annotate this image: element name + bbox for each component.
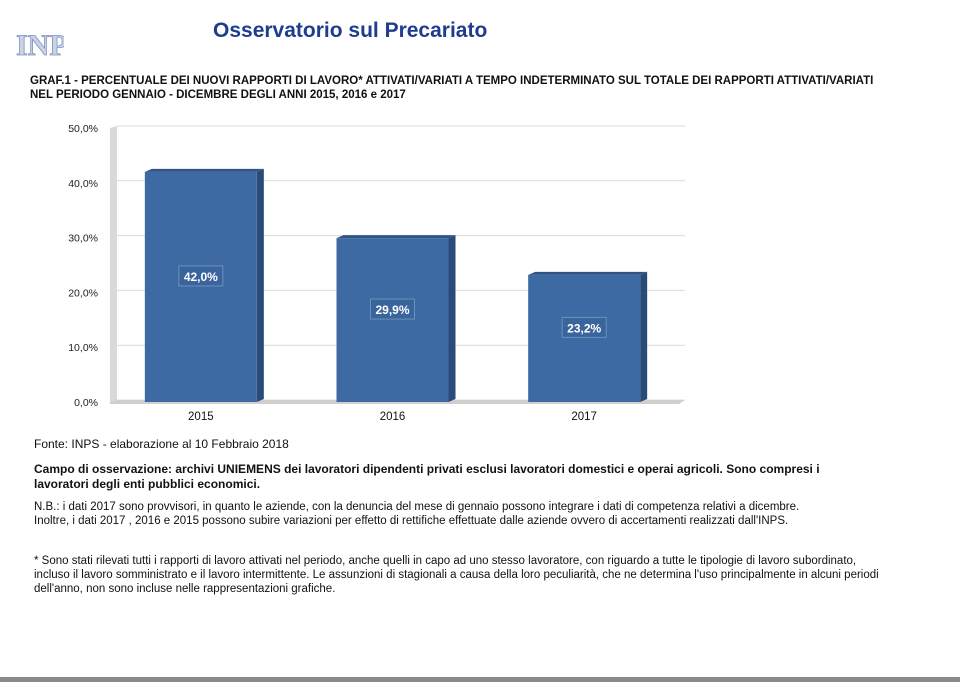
svg-text:INPS: INPS <box>16 29 64 62</box>
bar <box>336 238 449 402</box>
source-note: Fonte: INPS - elaborazione al 10 Febbrai… <box>34 437 289 451</box>
bar-chart: 0,0% 10,0% 20,0% 30,0% 40,0% 50,0% 42,0% 2015 29… <box>55 118 705 430</box>
y-tick-label: 20,0% <box>68 287 98 299</box>
data-label: 23,2% <box>567 321 601 335</box>
data-label: 29,9% <box>375 303 409 317</box>
bar <box>528 274 641 402</box>
data-label-box <box>178 265 224 287</box>
page-title: Osservatorio sul Precariato <box>213 19 488 42</box>
bar-side <box>448 235 456 402</box>
data-label: 42,0% <box>184 270 218 284</box>
nb-line-1: N.B.: i dati 2017 sono provvisori, in qu… <box>34 501 800 513</box>
y-tick-label: 40,0% <box>68 178 98 190</box>
bar-side <box>640 271 648 402</box>
x-tick-label: 2015 <box>188 411 214 423</box>
footnote: * Sono stati rilevati tutti i rapporti d… <box>34 555 879 595</box>
bar <box>144 171 257 402</box>
y-tick-label: 10,0% <box>68 342 98 354</box>
y-tick-label: 30,0% <box>68 233 98 245</box>
chart-subtitle: GRAF.1 - PERCENTUALE DEI NUOVI RAPPORTI … <box>30 74 910 102</box>
bar-top <box>144 168 264 172</box>
data-label-box <box>561 316 607 338</box>
nb-line-2: Inoltre, i dati 2017 , 2016 e 2015 posso… <box>34 515 789 527</box>
x-tick-label: 2016 <box>380 411 406 423</box>
bottom-divider <box>0 677 960 682</box>
y-tick-label: 50,0% <box>68 123 98 135</box>
subtitle-line-1: GRAF.1 - PERCENTUALE DEI NUOVI RAPPORTI … <box>30 75 874 87</box>
bar-side <box>256 168 264 402</box>
data-label-box <box>370 298 415 320</box>
x-tick-label: 2017 <box>571 411 597 423</box>
nb-note: N.B.: i dati 2017 sono provvisori, in qu… <box>34 500 874 528</box>
observation-field-note: Campo di osservazione: archivi UNIEMENS … <box>34 462 820 491</box>
inps-logo: INPS <box>14 22 85 63</box>
y-tick-label: 0,0% <box>74 397 98 409</box>
bar-top <box>528 271 648 275</box>
bar-top <box>336 235 456 239</box>
chart-left-wall <box>110 126 117 402</box>
subtitle-line-2: NEL PERIODO GENNAIO - DICEMBRE DEGLI ANN… <box>30 89 406 101</box>
